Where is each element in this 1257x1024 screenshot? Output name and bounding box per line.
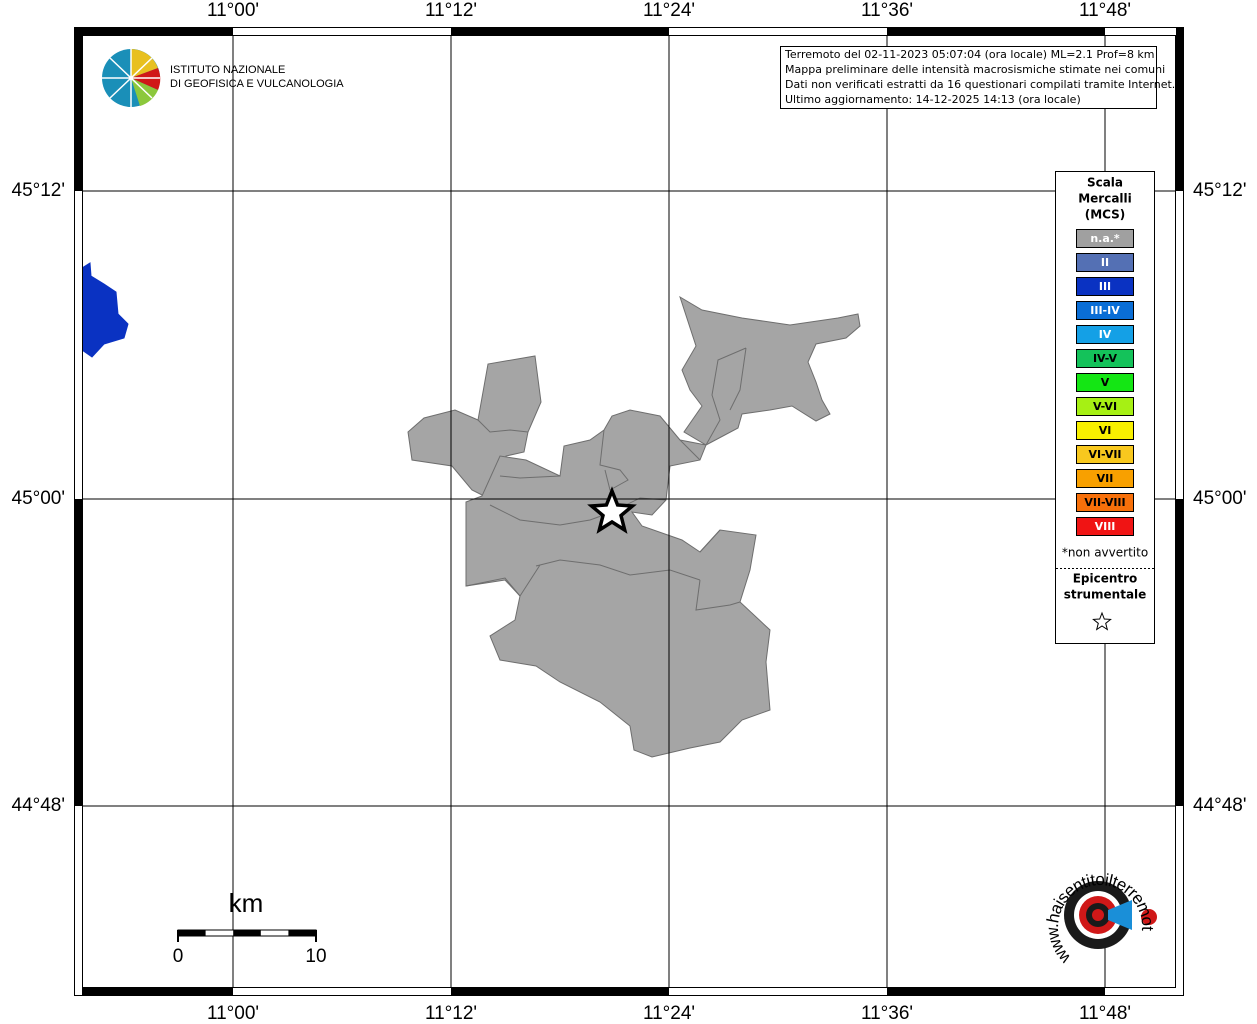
lat-label: 44°48'	[1193, 795, 1247, 816]
legend-title: (MCS)	[1085, 208, 1126, 222]
lon-label: 11°00'	[207, 0, 259, 21]
legend-swatch	[1076, 253, 1134, 272]
info-line: Ultimo aggiornamento: 14-12-2025 14:13 (…	[785, 93, 1081, 106]
legend-label: III	[1099, 280, 1111, 293]
legend-swatch	[1076, 493, 1134, 512]
scale-bar: km 0 10	[173, 888, 327, 967]
graticule	[74, 27, 1184, 996]
frame-band	[74, 806, 82, 996]
legend-epicenter: Epicentro	[1073, 572, 1138, 586]
legend: Scala Mercalli (MCS) *non avvertito Epic…	[1055, 171, 1155, 644]
legend-swatch	[1076, 421, 1134, 440]
lat-label: 45°12'	[12, 180, 66, 201]
info-line: Terremoto del 02-11-2023 05:07:04 (ora l…	[784, 48, 1155, 61]
legend-swatch	[1076, 517, 1134, 536]
scale-label: 10	[305, 946, 326, 967]
legend-label: VIII	[1095, 520, 1116, 533]
legend-swatch	[1076, 301, 1134, 320]
frame-band	[233, 988, 451, 996]
lat-label: 44°48'	[12, 795, 66, 816]
legend-label: VII	[1097, 472, 1114, 485]
ingv-logo: ISTITUTO NAZIONALE DI GEOFISICA E VULCAN…	[102, 49, 344, 107]
frame-band	[1105, 27, 1184, 35]
frame-band	[451, 27, 669, 35]
frame-band	[74, 27, 233, 35]
frame-band	[74, 191, 82, 499]
map-frame	[74, 27, 1184, 996]
legend-label: IV	[1099, 328, 1112, 341]
comune	[679, 295, 861, 446]
logo-text: DI GEOFISICA E VULCANOLOGIA	[170, 78, 344, 90]
map-area	[81, 262, 861, 758]
legend-label: V	[1101, 376, 1110, 389]
frame-band	[233, 27, 451, 35]
legend-swatch	[1076, 445, 1134, 464]
frame-band	[1176, 499, 1184, 806]
frame-band	[669, 988, 887, 996]
frame-band	[74, 988, 233, 996]
frame-band	[1176, 806, 1184, 996]
lon-label: 11°24'	[643, 0, 695, 21]
legend-label: III-IV	[1090, 304, 1120, 317]
frame-band	[887, 27, 1105, 35]
scale-label: 0	[173, 946, 184, 967]
legend-label: V-VI	[1093, 400, 1117, 413]
lon-label: 11°48'	[1079, 1003, 1131, 1024]
info-box: Terremoto del 02-11-2023 05:07:04 (ora l…	[780, 46, 1175, 109]
legend-label: IV-V	[1093, 352, 1118, 365]
lon-label: 11°24'	[643, 1003, 695, 1024]
legend-swatch	[1076, 397, 1134, 416]
frame-band	[1176, 191, 1184, 499]
info-line: Mappa preliminare delle intensità macros…	[785, 63, 1165, 76]
frame-outline	[82, 35, 1176, 988]
legend-swatch	[1076, 277, 1134, 296]
comune	[465, 409, 771, 758]
frame-outline	[74, 27, 1184, 996]
frame-band	[74, 499, 82, 806]
legend-swatch	[1076, 373, 1134, 392]
lat-label: 45°12'	[1193, 180, 1247, 201]
legend-title: Scala	[1087, 176, 1123, 190]
lat-label: 45°00'	[1193, 488, 1247, 509]
logo-text: ISTITUTO NAZIONALE	[170, 64, 285, 76]
frame-band	[451, 988, 669, 996]
legend-epicenter: strumentale	[1064, 588, 1147, 602]
blue-comune	[81, 262, 129, 358]
epicenter-star	[587, 486, 637, 534]
lon-label: 11°12'	[425, 0, 477, 21]
legend-swatch	[1076, 469, 1134, 488]
lon-label: 11°12'	[425, 1003, 477, 1024]
frame-band	[887, 988, 1105, 996]
legend-label: VI	[1099, 424, 1112, 437]
legend-label: VI-VII	[1088, 448, 1121, 461]
legend-label: VII-VIII	[1084, 496, 1125, 509]
lat-label: 45°00'	[12, 488, 66, 509]
legend-title: Mercalli	[1078, 192, 1132, 206]
frame-band	[74, 27, 82, 191]
frame-band	[1176, 27, 1184, 191]
comune	[407, 355, 542, 501]
lon-label: 11°36'	[861, 0, 913, 21]
legend-swatch	[1076, 349, 1134, 368]
comune-border	[465, 347, 747, 611]
legend-label: n.a.*	[1090, 232, 1120, 245]
frame-band	[1105, 988, 1184, 996]
frame-band	[669, 27, 887, 35]
legend-label: II	[1101, 256, 1109, 269]
legend-note: *non avvertito	[1062, 546, 1148, 560]
scale-unit: km	[229, 888, 264, 918]
lon-label: 11°36'	[861, 1003, 913, 1024]
legend-swatch	[1076, 325, 1134, 344]
legend-swatch	[1076, 229, 1134, 248]
lon-label: 11°00'	[207, 1003, 259, 1024]
info-line: Dati non verificati estratti da 16 quest…	[785, 78, 1175, 91]
lon-label: 11°48'	[1079, 0, 1131, 21]
